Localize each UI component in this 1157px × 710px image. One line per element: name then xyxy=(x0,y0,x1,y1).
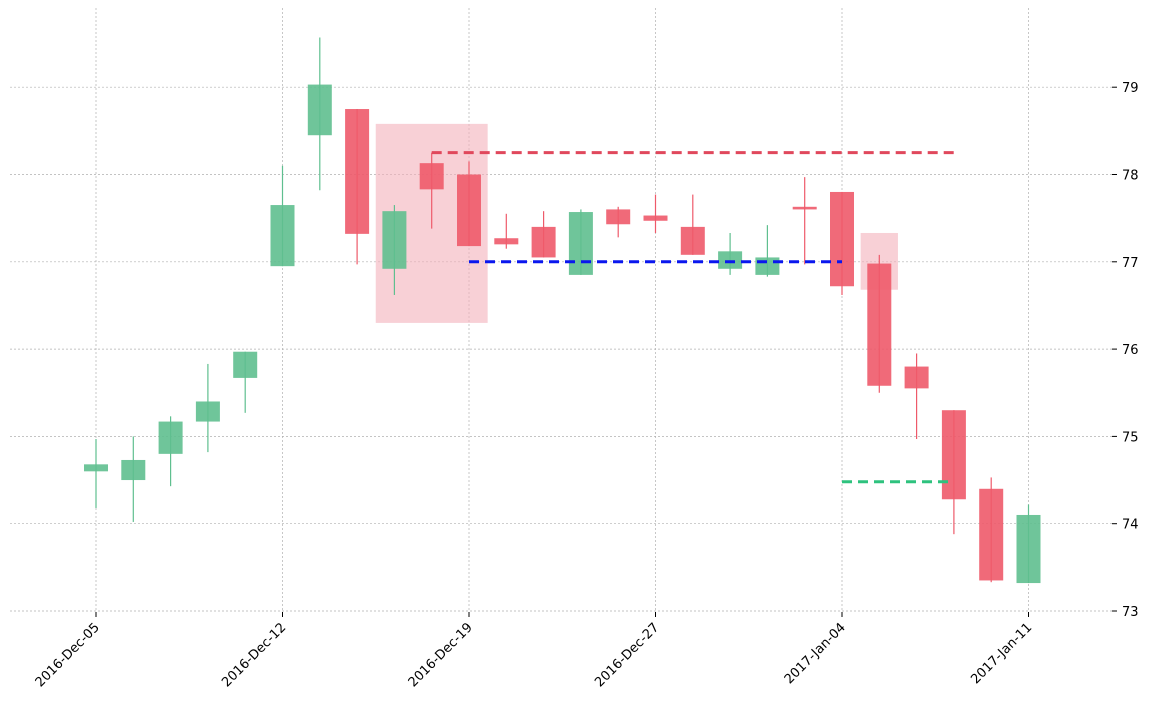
candle-body-up xyxy=(121,459,146,481)
candle-body-down xyxy=(680,226,705,255)
x-tick-label: 2016-Dec-27 xyxy=(592,620,662,690)
candle-body-down xyxy=(941,410,966,500)
candle-body-up xyxy=(382,211,407,269)
y-tick-label: 74 xyxy=(1122,518,1139,533)
candle-body-down xyxy=(345,109,370,234)
candle-body-down xyxy=(494,238,519,245)
candle-body-down xyxy=(606,209,631,225)
x-tick-label: 2017-Jan-04 xyxy=(782,620,849,687)
candle-body-down xyxy=(643,215,668,221)
candle-body-up xyxy=(233,351,258,378)
candle-body-up xyxy=(84,464,108,472)
candle-body-down xyxy=(531,226,556,258)
grid xyxy=(10,8,1112,612)
candle-body-down xyxy=(867,263,892,386)
x-tick-label: 2016-Dec-19 xyxy=(406,620,476,690)
x-tick-label: 2017-Jan-11 xyxy=(968,620,1035,687)
candle-body-up xyxy=(1016,514,1041,584)
axes: 73 74 75 76 77 78 79 2016-Dec-05 2016-Dec-12 2016… xyxy=(33,81,1139,690)
candle-body-up xyxy=(270,205,295,267)
candle-body-down xyxy=(904,366,929,389)
candle-body-down xyxy=(830,191,854,287)
candle-body-down xyxy=(979,488,1004,581)
candles xyxy=(84,37,1041,584)
y-tick-label: 78 xyxy=(1122,169,1139,184)
y-tick-label: 75 xyxy=(1122,430,1139,445)
candle-body-up xyxy=(568,212,593,275)
candle-body-up xyxy=(718,251,743,269)
y-tick-label: 76 xyxy=(1122,343,1139,358)
level-lines xyxy=(431,151,954,484)
candle-body-up xyxy=(195,401,220,422)
y-tick-label: 77 xyxy=(1122,256,1139,271)
y-tick-label: 73 xyxy=(1122,605,1139,620)
candle-body-up xyxy=(307,84,332,136)
candle-body-down xyxy=(792,206,817,210)
candle-body-up xyxy=(755,257,780,275)
x-tick-label: 2016-Dec-05 xyxy=(33,620,103,690)
candle-body-up xyxy=(158,421,183,454)
y-tick-label: 79 xyxy=(1122,81,1139,96)
candle-body-down xyxy=(457,174,481,247)
candle-body-down xyxy=(419,163,444,190)
x-tick-label: 2016-Dec-12 xyxy=(219,620,289,690)
